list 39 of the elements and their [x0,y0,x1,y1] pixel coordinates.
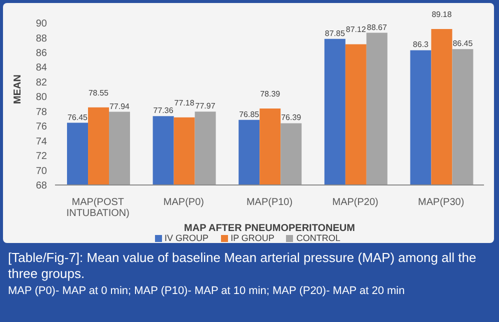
x-tick-label: MAP(P10) [246,197,293,208]
y-tick-label: 82 [36,77,48,88]
y-tick-label: 86 [36,48,48,60]
y-tick-label: 72 [36,151,48,162]
data-label: 78.55 [88,88,110,98]
data-label: 88.67 [366,22,388,32]
text: MAP (P0)- MAP at 0 min; MAP (P10)- MAP at 10 min; MAP (P20)- MAP at 20 min [8,284,406,298]
x-tick-label: MAP(P0) [163,197,204,208]
data-label: 76.39 [281,113,302,122]
y-tick-label: 68 [36,180,48,192]
x-tick-label: MAP(P30) [418,197,464,208]
y-tick-label: 70 [36,166,48,177]
y-tick-label: 88 [36,33,48,44]
y-axis-title: MEAN [12,74,24,104]
y-tick-label: 90 [36,18,48,30]
y-tick-label: 84 [36,62,48,74]
data-label: 87.85 [324,28,346,38]
legend-label: IP GROUP [230,233,274,243]
data-label: 76.85 [239,110,260,119]
data-label: 77.97 [195,102,216,111]
data-label: 76.45 [67,112,88,122]
data-label: 86.3 [412,40,430,50]
y-tick-label: 78 [36,106,48,118]
y-tick-label: 74 [36,136,48,148]
x-tick-label: MAP(POST INTUBATION) [66,197,130,219]
data-label: 78.39 [260,89,281,98]
data-label: 77.94 [109,102,130,111]
y-tick-label: 80 [36,92,48,104]
legend-label: IV GROUP [164,233,209,243]
legend-label: CONTROL [295,233,340,243]
data-label: 77.18 [174,98,195,108]
text: [Table/Fig-7]: Mean value of baseline Mean arterial pressure (MAP) among all the three groups. [8,250,478,282]
x-axis-title: MAP AFTER PNEUMOPERITONEUM [184,223,355,234]
data-label: 86.45 [452,39,474,48]
x-tick-label: MAP(P20) [332,197,378,208]
data-label: 89.18 [432,10,452,20]
y-tick-label: 76 [36,122,48,133]
data-label: 87.12 [346,25,366,34]
data-label: 77.36 [153,106,174,116]
